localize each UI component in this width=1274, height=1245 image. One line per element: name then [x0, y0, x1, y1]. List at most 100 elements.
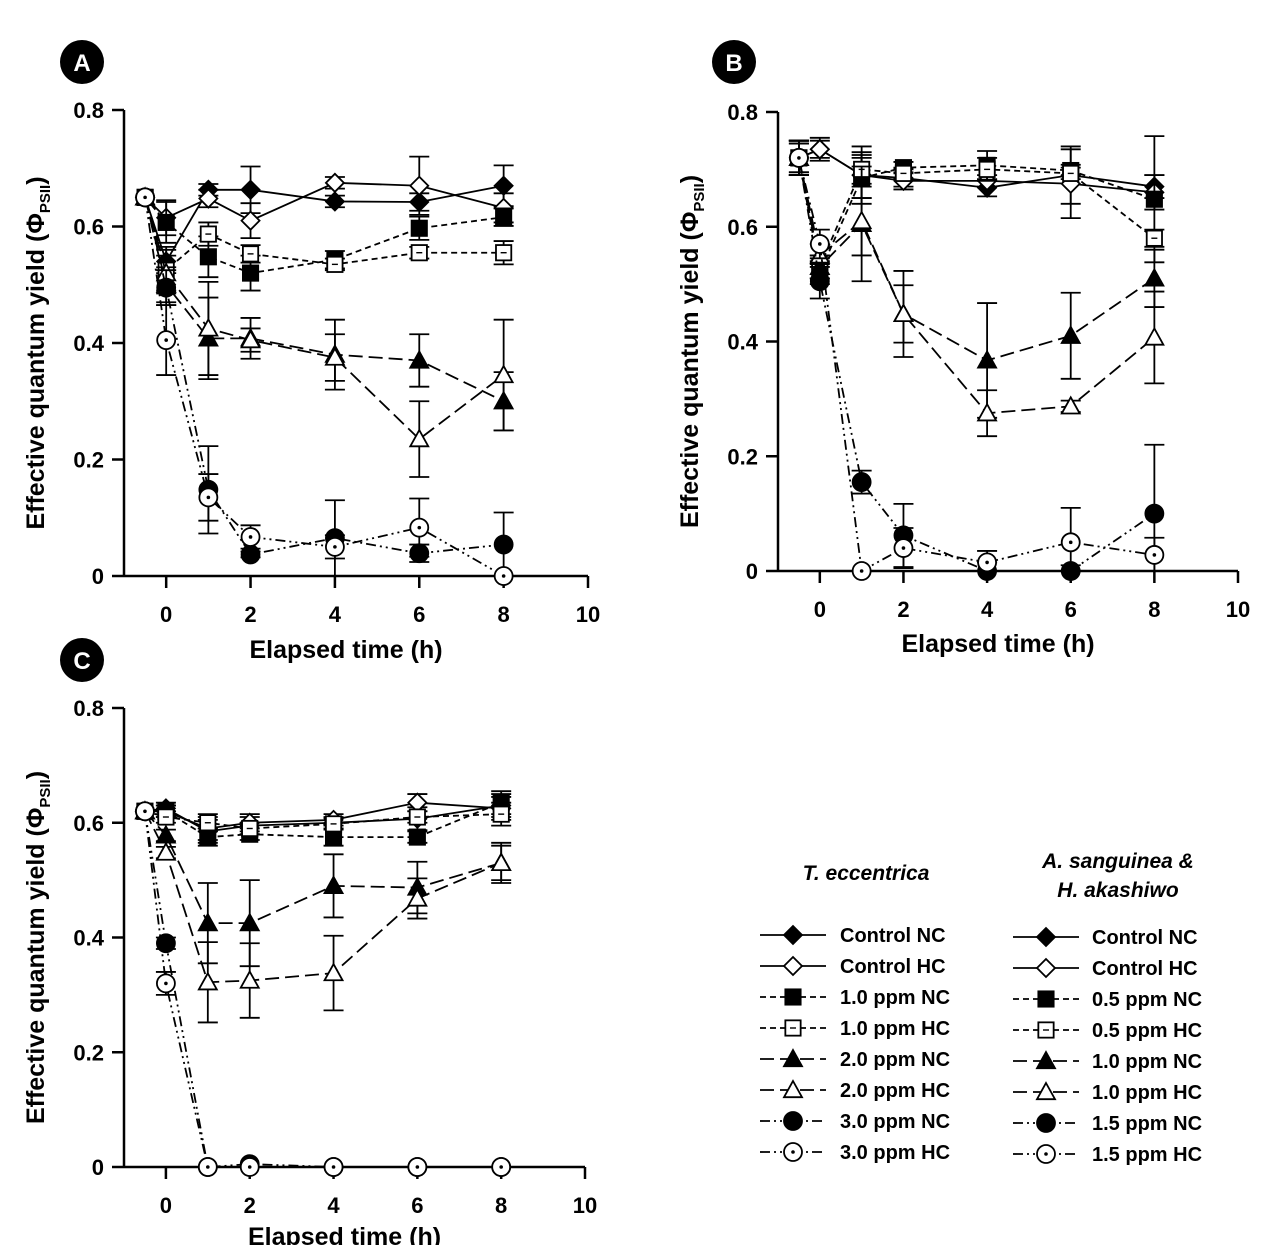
- data-point: [198, 188, 219, 209]
- x-tick-label: 10: [576, 602, 600, 627]
- data-point-center: [164, 338, 168, 342]
- y-tick-label: 0.2: [73, 448, 104, 473]
- y-tick-label: 0.4: [73, 331, 104, 356]
- legend-label: Control NC: [840, 925, 946, 947]
- legend-entry: 2.0 ppm HC: [760, 1079, 950, 1102]
- legend-marker: [783, 1111, 803, 1131]
- series-line: [144, 197, 505, 577]
- legend-label: Control NC: [1092, 927, 1198, 949]
- data-point: [1143, 326, 1165, 346]
- chart-panel-C: C 0 0.2 0.4 0.6 0.8 0 2 4 6 8 10 Elapsed time (h) Eff…: [22, 638, 597, 1245]
- data-point: [1145, 190, 1163, 208]
- legend-label: 1.0 ppm NC: [1092, 1051, 1202, 1073]
- legend-marker: [784, 988, 802, 1006]
- y-axis-label-main: Effective quantum yield (Φ: [22, 808, 50, 1124]
- x-tick-label: 0: [160, 602, 172, 627]
- y-axis-label-sub: PSII: [691, 183, 708, 211]
- data-point: [1144, 503, 1165, 524]
- series-7: [135, 187, 514, 586]
- data-point: [408, 349, 430, 369]
- x-axis-label: Elapsed time (h): [248, 1223, 441, 1245]
- y-axis-label: Effective quantum yield (ΦPSII): [22, 176, 54, 529]
- data-point: [1060, 324, 1082, 344]
- y-axis-label-close: ): [22, 771, 50, 779]
- y-axis-label-main: Effective quantum yield (Φ: [676, 212, 704, 528]
- data-point-center: [248, 535, 253, 539]
- legend-label: 1.0 ppm HC: [840, 1018, 950, 1040]
- panel-badge: [60, 40, 104, 84]
- x-tick-label: 0: [814, 597, 826, 622]
- series-6: [788, 139, 1165, 581]
- legend-entry: 1.0 ppm NC: [1013, 1050, 1202, 1073]
- series-line: [144, 197, 505, 403]
- data-point: [324, 346, 346, 366]
- series-1: [788, 136, 1165, 220]
- legend-marker: [1035, 1050, 1057, 1070]
- data-point: [408, 428, 430, 448]
- y-tick-label: 0.2: [73, 1040, 104, 1065]
- legend-label: 0.5 ppm HC: [1092, 1020, 1202, 1042]
- data-point-center: [333, 545, 337, 549]
- data-point: [493, 534, 514, 555]
- legend-entry: 0.5 ppm HC: [1013, 1020, 1202, 1042]
- y-axis-label-sub: PSII: [37, 185, 54, 213]
- series-line: [144, 197, 505, 441]
- legend-label: 0.5 ppm NC: [1092, 989, 1202, 1011]
- legend-marker: [1037, 990, 1055, 1008]
- data-point-center: [164, 981, 168, 986]
- chart-panel-B: B 0 0.2 0.4 0.6 0.8 0 2 4 6 8 10 Elapsed time (h) Eff…: [676, 40, 1250, 658]
- x-tick-label: 4: [981, 597, 994, 622]
- data-point: [156, 277, 177, 298]
- data-point: [199, 248, 217, 266]
- legend-label: 3.0 ppm NC: [840, 1111, 950, 1133]
- x-tick-label: 4: [327, 1193, 340, 1218]
- legend-heading-right-line1: A. sanguinea &: [1041, 850, 1194, 873]
- data-point-center: [501, 574, 506, 578]
- data-point-center: [331, 1165, 336, 1169]
- series-4: [788, 139, 1165, 419]
- data-point-center: [415, 1165, 420, 1169]
- y-tick-label: 0.6: [727, 215, 758, 240]
- data-point: [408, 828, 426, 846]
- data-point-center: [417, 525, 422, 530]
- legend-label: Control HC: [840, 956, 946, 978]
- x-tick-label: 4: [329, 602, 342, 627]
- legend-marker: [782, 1079, 804, 1099]
- panel-badge: [712, 40, 756, 84]
- data-point: [892, 303, 914, 323]
- series-5: [788, 139, 1165, 438]
- data-point: [240, 179, 261, 201]
- data-point: [240, 210, 261, 231]
- data-point: [1143, 267, 1165, 287]
- legend-marker: [782, 1048, 804, 1068]
- legend-entry: 1.5 ppm NC: [1013, 1113, 1202, 1135]
- legend-label: 1.0 ppm NC: [840, 987, 950, 1009]
- series-1: [134, 155, 514, 240]
- data-point: [157, 213, 175, 231]
- x-tick-label: 10: [1226, 597, 1250, 622]
- data-point-center: [206, 495, 211, 500]
- x-tick-label: 8: [1148, 597, 1160, 622]
- data-point-center: [143, 195, 147, 200]
- legend-entry: 1.0 ppm HC: [760, 1018, 950, 1040]
- data-point: [493, 175, 514, 196]
- legend-marker: [782, 955, 804, 977]
- series-line: [144, 197, 504, 272]
- data-point-center: [499, 1165, 503, 1169]
- legend-entry: Control NC: [1013, 926, 1198, 949]
- y-axis-label: Effective quantum yield (ΦPSII): [22, 771, 54, 1124]
- series-0: [134, 164, 514, 275]
- legend-marker: [1035, 1081, 1057, 1101]
- legend-heading-left: T. eccentrica: [803, 862, 930, 885]
- legend-label: Control HC: [1092, 958, 1198, 980]
- legend-entry: 3.0 ppm HC: [760, 1142, 950, 1164]
- legend-marker: [1036, 1113, 1056, 1133]
- data-point: [324, 191, 346, 212]
- data-point: [197, 317, 219, 337]
- y-axis-label-close: ): [22, 176, 50, 184]
- data-point-center: [818, 242, 822, 246]
- series-7: [135, 801, 512, 1177]
- legend-entry: Control HC: [760, 955, 946, 978]
- series-5: [134, 186, 515, 478]
